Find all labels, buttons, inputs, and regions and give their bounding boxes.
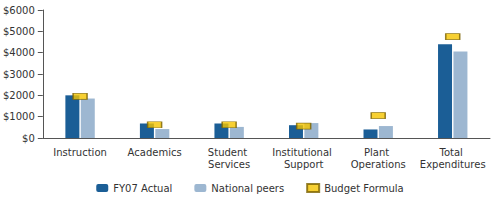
- svg-text:Instruction: Instruction: [53, 147, 107, 158]
- svg-text:Services: Services: [208, 159, 250, 170]
- svg-text:FY07 Actual: FY07 Actual: [113, 183, 172, 194]
- svg-text:$2000: $2000: [3, 90, 35, 101]
- svg-text:Plant: Plant: [364, 147, 392, 158]
- svg-text:Expenditures: Expenditures: [420, 159, 486, 170]
- svg-text:Support: Support: [284, 159, 324, 170]
- svg-text:$1000: $1000: [3, 111, 35, 122]
- svg-text:$0: $0: [22, 133, 35, 144]
- svg-text:Academics: Academics: [128, 147, 182, 158]
- svg-text:Budget Formula: Budget Formula: [324, 183, 404, 194]
- svg-text:Total: Total: [438, 147, 466, 158]
- svg-text:$6000: $6000: [3, 5, 35, 16]
- svg-text:National peers: National peers: [211, 183, 284, 194]
- svg-text:Student: Student: [208, 147, 251, 158]
- svg-text:Institutional: Institutional: [272, 147, 335, 158]
- svg-text:$3000: $3000: [3, 69, 35, 80]
- svg-text:$5000: $5000: [3, 26, 35, 37]
- svg-text:Operations: Operations: [351, 159, 406, 170]
- svg-text:$4000: $4000: [3, 47, 35, 58]
